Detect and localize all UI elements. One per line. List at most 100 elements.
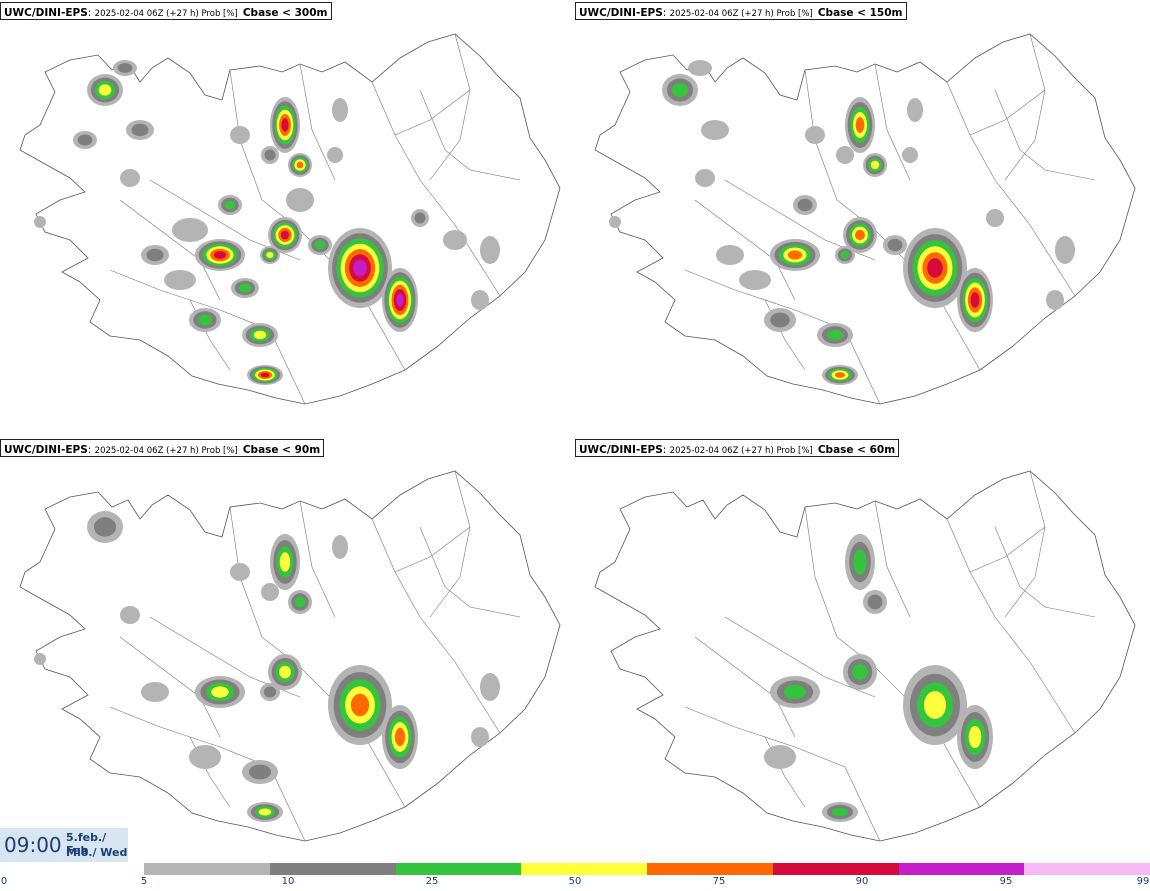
variable-name: Cbase < 300m [242,7,328,19]
map-panel: UWC/DINI-EPS: 2025-02-04 06Z (+27 h) Pro… [0,437,575,874]
probability-contour [787,250,803,260]
colorbar-tick-label: 10 [281,876,295,887]
probability-contour [832,807,848,817]
probability-contour [852,664,868,680]
probability-contour [923,691,947,719]
region-border [394,526,471,573]
region-border [394,89,471,136]
probability-contour [172,218,208,242]
probability-contour [120,169,140,187]
map-panel: UWC/DINI-EPS: 2025-02-04 06Z (+27 h) Pro… [575,437,1150,874]
probability-contour [261,583,279,601]
region-border [299,500,336,618]
probability-contour [280,230,290,240]
map-panel: UWC/DINI-EPS: 2025-02-04 06Z (+27 h) Pro… [575,0,1150,437]
probability-contour [471,727,489,747]
probability-contour [480,673,500,701]
probability-contour [279,665,291,679]
run-info: 2025-02-04 06Z (+27 h) Prob [%] [94,446,238,456]
probability-contour [189,745,221,769]
region-border [299,63,336,181]
run-info: 2025-02-04 06Z (+27 h) Prob [%] [669,446,813,456]
region-border [371,518,501,734]
probability-contour [197,314,213,326]
model-name: UWC/DINI-EPS [4,7,88,19]
valid-weekday: Mið./ Wed [66,846,128,859]
iceland-map [594,33,1136,405]
colorbar-segment [772,863,899,875]
iceland-map [19,470,561,842]
probability-contour [286,188,314,212]
region-border [1004,470,1046,618]
run-info: 2025-02-04 06Z (+27 h) Prob [%] [94,9,238,19]
colorbar-tick-label: 5 [140,876,148,887]
probability-contour [443,230,467,250]
colorbar-segment [1024,863,1150,875]
region-border [429,33,471,181]
probability-contour [867,594,883,610]
region-border [969,526,1046,573]
probability-contour [805,126,825,144]
probability-contour [93,517,117,537]
region-border [119,199,221,301]
probability-contour [281,118,289,132]
probability-contour [263,686,277,698]
separator: : [662,7,670,19]
colorbar [144,863,1150,875]
probability-contour [164,270,196,290]
colorbar-tick-label: 75 [712,876,726,887]
probability-contour [887,238,903,252]
probability-contour [260,372,270,378]
region-border [1004,33,1046,181]
probability-contour [131,123,149,137]
probability-contour [827,329,843,341]
probability-contour [1046,290,1064,310]
variable-name: Cbase < 90m [242,444,321,456]
variable-name: Cbase < 60m [817,444,896,456]
probability-contour [238,283,252,293]
region-border [874,63,911,181]
probability-contour [968,725,982,749]
probability-contour [695,169,715,187]
colorbar-segment [521,863,647,875]
probability-contour [117,63,133,73]
probability-contour [970,292,980,308]
region-border [994,89,1096,181]
probability-contour [294,596,306,608]
probability-contour [146,248,164,262]
colorbar-tick-label: 25 [425,876,439,887]
region-border [694,199,796,301]
valid-date: 5.feb./ Feb [66,831,107,857]
probability-contour [211,686,229,698]
region-border [969,89,1046,136]
panel-title: UWC/DINI-EPS: 2025-02-04 06Z (+27 h) Pro… [575,2,907,20]
probability-contour [986,209,1004,227]
colorbar-tick-label: 50 [568,876,582,887]
region-border [371,81,501,297]
region-border [946,518,1076,734]
probability-contour [783,684,807,700]
region-border [684,706,881,842]
probability-contour [350,693,370,717]
probability-contour [230,563,250,581]
region-border [429,470,471,618]
probability-contour [902,147,918,163]
region-border [694,636,796,738]
probability-contour [855,117,865,133]
region-border [684,269,881,405]
panel-title: UWC/DINI-EPS: 2025-02-04 06Z (+27 h) Pro… [0,2,332,20]
probability-contour [264,149,276,161]
colorbar-segment [898,863,1025,875]
region-border [874,500,911,618]
separator: : [662,444,670,456]
region-border [994,526,1096,618]
valid-time: 09:00 [4,833,62,857]
map-panel: UWC/DINI-EPS: 2025-02-04 06Z (+27 h) Pro… [0,0,575,437]
colorbar-tick-label: 0 [0,876,8,887]
region-border [419,89,521,181]
run-info: 2025-02-04 06Z (+27 h) Prob [%] [669,9,813,19]
model-name: UWC/DINI-EPS [4,444,88,456]
panel-title: UWC/DINI-EPS: 2025-02-04 06Z (+27 h) Pro… [0,439,325,457]
probability-contour [224,200,236,210]
probability-contour [332,98,348,122]
